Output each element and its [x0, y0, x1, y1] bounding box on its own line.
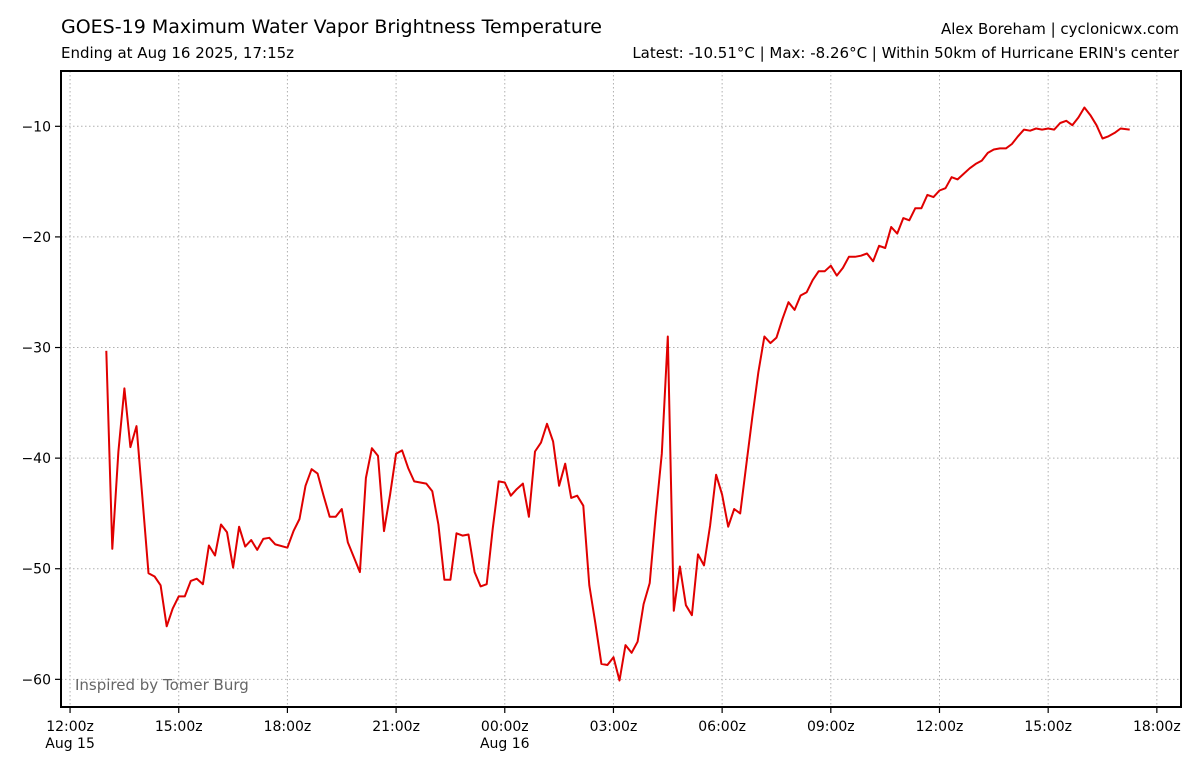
x-tick-sublabel: Aug 16: [480, 736, 530, 752]
y-tick-label: −40: [21, 451, 51, 467]
y-tick-label: −10: [21, 119, 51, 135]
x-tick-label: 21:00z: [372, 719, 420, 735]
x-tick-label: 18:00z: [264, 719, 312, 735]
x-tick-label: 06:00z: [698, 719, 746, 735]
x-tick-label: 12:00z: [46, 719, 94, 735]
x-tick-label: 15:00z: [1024, 719, 1072, 735]
x-tick-label: 18:00z: [1133, 719, 1181, 735]
x-tick-sublabel: Aug 15: [45, 736, 95, 752]
x-tick-label: 09:00z: [807, 719, 855, 735]
stats-summary: Latest: -10.51°C | Max: -8.26°C | Within…: [632, 44, 1179, 62]
y-tick-label: −30: [21, 341, 51, 357]
x-tick-label: 03:00z: [590, 719, 638, 735]
author-credit: Alex Boreham | cyclonicwx.com: [940, 20, 1179, 38]
y-tick-label: −20: [21, 230, 51, 246]
y-tick-label: −60: [21, 672, 51, 688]
chart-title: GOES-19 Maximum Water Vapor Brightness T…: [61, 16, 602, 38]
series-layer: [105, 106, 1130, 682]
series-line: [105, 106, 1130, 682]
y-tick-label: −50: [21, 562, 51, 578]
plot-frame: [60, 70, 1182, 708]
chart-subtitle: Ending at Aug 16 2025, 17:15z: [61, 44, 295, 62]
x-tick-label: 00:00z: [481, 719, 529, 735]
watermark: Inspired by Tomer Burg: [75, 676, 249, 694]
x-tick-label: 12:00z: [916, 719, 964, 735]
grid-lines: [61, 71, 1181, 707]
x-tick-label: 15:00z: [155, 719, 203, 735]
